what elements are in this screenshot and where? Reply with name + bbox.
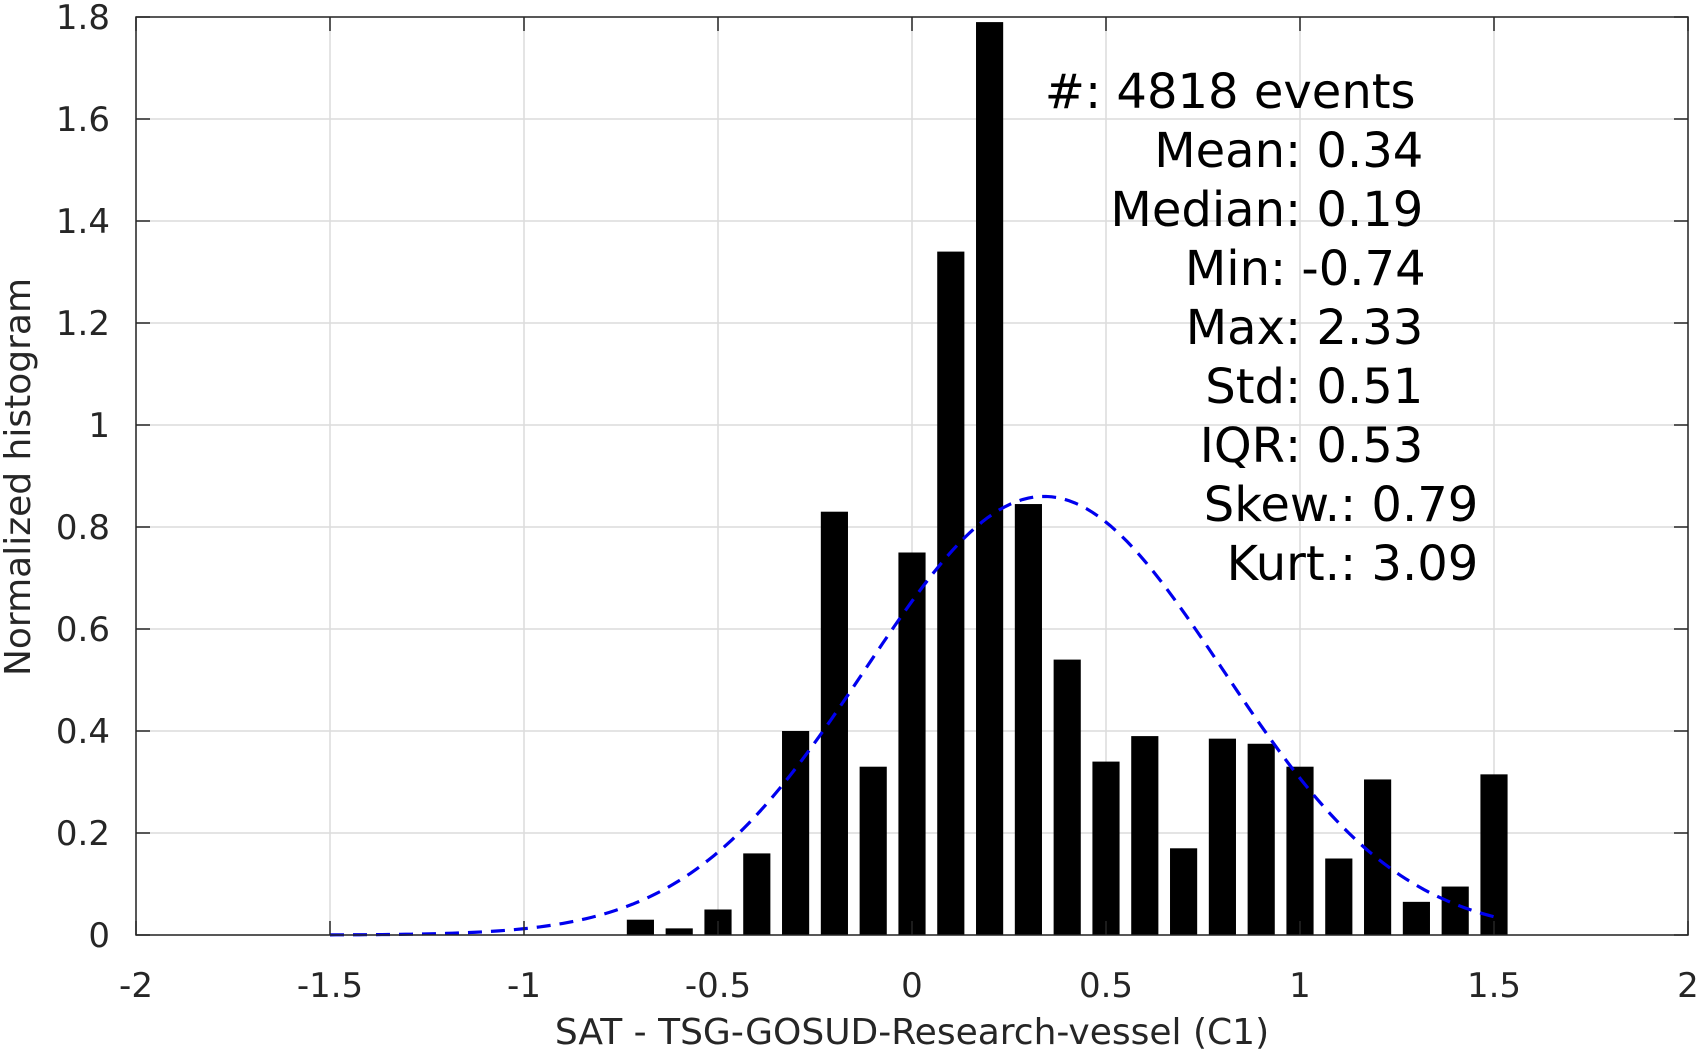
x-tick-label: 1 — [1289, 966, 1311, 1006]
y-tick-label: 1.2 — [56, 304, 110, 344]
histogram-bar — [898, 552, 926, 935]
x-tick-label: -0.5 — [685, 966, 751, 1006]
histogram-bar — [665, 928, 693, 935]
stats-value: : 2.33 — [1285, 300, 1423, 356]
stats-label: Kurt. — [1227, 536, 1340, 592]
histogram-bar — [1402, 901, 1430, 935]
y-tick-label: 0.2 — [56, 814, 110, 854]
stats-label: # — [1045, 64, 1085, 120]
x-tick-label: 0 — [901, 966, 923, 1006]
x-tick-label: -1.5 — [297, 966, 363, 1006]
histogram-bar — [1131, 736, 1159, 935]
y-tick-label: 0.6 — [56, 610, 110, 650]
stats-label: Std — [1205, 359, 1285, 415]
histogram-bar — [1014, 504, 1042, 935]
y-axis-ticks: 0 0.2 0.4 0.6 0.8 1 1.2 1.4 1.6 1.8 — [56, 0, 1688, 956]
y-tick-label: 1.6 — [56, 100, 110, 140]
stats-label: Mean — [1154, 123, 1285, 179]
y-tick-label: 0.4 — [56, 712, 110, 752]
stats-value: : 0.51 — [1285, 359, 1423, 415]
y-tick-label: 1.4 — [56, 202, 110, 242]
histogram-bar — [1441, 886, 1469, 935]
x-tick-label: -1 — [507, 966, 541, 1006]
x-axis-ticks: -2 -1.5 -1 -0.5 0 0.5 1 1.5 2 — [119, 17, 1699, 1006]
histogram-bar — [1092, 761, 1120, 935]
stats-label: Skew. — [1204, 477, 1340, 533]
histogram-bar — [820, 511, 848, 935]
x-tick-label: 1.5 — [1467, 966, 1521, 1006]
stats-value: : -0.74 — [1270, 241, 1426, 297]
stats-value: : 4818 events — [1085, 64, 1416, 120]
histogram-bar — [1053, 659, 1081, 935]
y-tick-label: 0.8 — [56, 508, 110, 548]
stats-label: Median — [1110, 182, 1285, 238]
stats-value: : 0.34 — [1285, 123, 1423, 179]
stats-value: : 0.19 — [1285, 182, 1423, 238]
histogram-bar — [1247, 743, 1275, 935]
y-tick-label: 1.8 — [56, 0, 110, 38]
histogram-bar — [1208, 738, 1236, 935]
histogram-bar — [1480, 774, 1508, 935]
histogram-bar — [743, 853, 771, 935]
histogram-bar — [626, 919, 654, 935]
histogram-bar — [1286, 766, 1314, 935]
x-tick-label: 0.5 — [1079, 966, 1133, 1006]
histogram-bar — [1170, 848, 1198, 935]
x-axis-label: SAT - TSG-GOSUD-Research-vessel (C1) — [555, 1012, 1269, 1053]
stats-label: Max — [1186, 300, 1285, 356]
stats-value: : 0.53 — [1285, 418, 1423, 474]
histogram-bar — [976, 22, 1004, 936]
histogram-bar — [859, 766, 887, 935]
stats-label: Min — [1185, 241, 1270, 297]
histogram-bar — [937, 251, 965, 936]
histogram-bar — [1364, 779, 1392, 935]
y-tick-label: 1 — [88, 406, 110, 446]
y-tick-label: 0 — [88, 916, 110, 956]
stats-value: : 0.79 — [1340, 477, 1478, 533]
y-axis-label: Normalized histogram — [0, 278, 39, 676]
histogram-bar — [782, 731, 810, 935]
x-tick-label: -2 — [119, 966, 153, 1006]
stats-label: IQR — [1200, 418, 1285, 474]
x-tick-label: 2 — [1677, 966, 1699, 1006]
stats-value: : 3.09 — [1340, 536, 1478, 592]
histogram-bar — [1325, 858, 1353, 935]
